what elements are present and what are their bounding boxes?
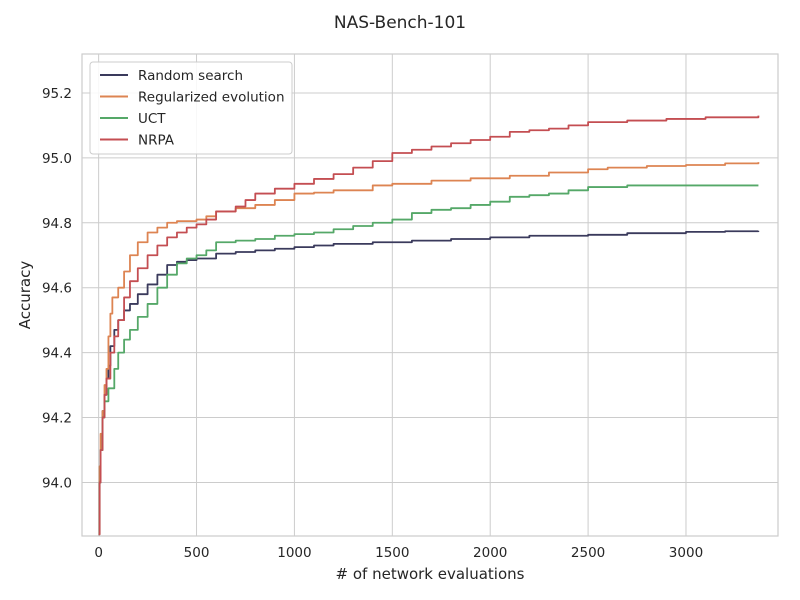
series-line-nrpa [98,115,760,536]
legend-label-regularized-evolution: Regularized evolution [138,90,285,106]
y-tick-label: 94.6 [42,281,72,297]
series-line-uct [98,184,759,536]
legend: Random search Regularized evolution UCT NRP… [89,61,293,155]
x-axis-label: # of network evaluations [336,565,525,583]
y-tick-label: 94.0 [42,475,72,491]
y-tick-label: 95.0 [42,151,72,167]
legend-label-random-search: Random search [138,68,243,84]
x-tick-label: 3000 [669,545,703,561]
y-tick-label: 94.4 [42,346,72,362]
plot-area-border [81,53,779,537]
legend-box [89,61,293,155]
series-layer [98,115,760,536]
x-tick-label: 1500 [375,545,409,561]
legend-label-uct: UCT [138,111,166,127]
y-axis-label: Accuracy [16,261,34,330]
y-tick-label: 95.2 [42,86,72,102]
legend-label-nrpa: NRPA [138,133,175,149]
tick-layer: 0 500 1000 1500 2000 2500 3000 94.0 94.2 94.4 94.6… [42,86,703,561]
legend-items: Random search Regularized evolution UCT NRP… [100,68,285,149]
grid-layer [82,54,778,536]
x-tick-label: 2500 [571,545,605,561]
chart-title: NAS-Bench-101 [334,13,466,33]
x-tick-label: 2000 [473,545,507,561]
y-tick-label: 94.8 [42,216,72,232]
x-tick-label: 500 [184,545,210,561]
x-tick-label: 0 [94,545,103,561]
series-line-random-search [98,230,760,536]
x-tick-label: 1000 [277,545,311,561]
y-tick-label: 94.2 [42,411,72,427]
